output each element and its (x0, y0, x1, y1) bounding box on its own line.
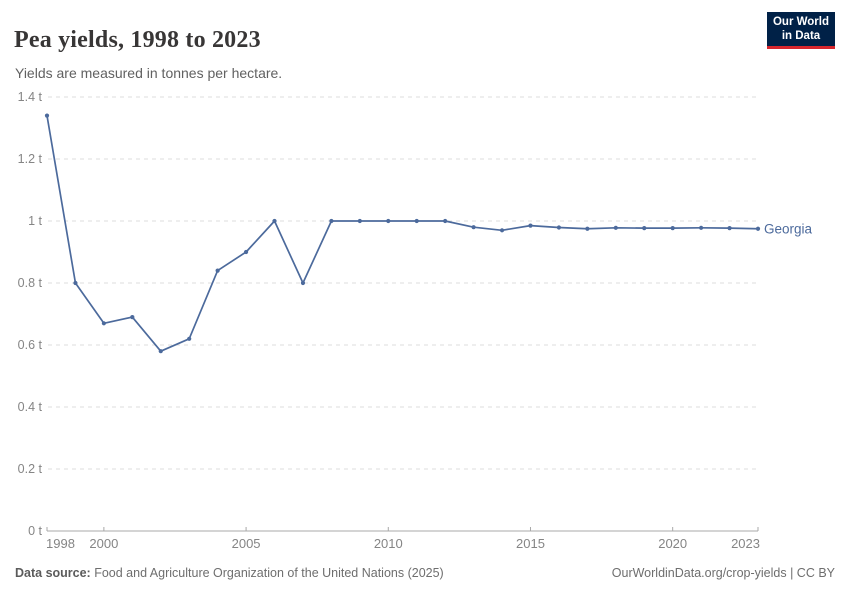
data-point (642, 226, 647, 231)
chart-footer: Data source: Food and Agriculture Organi… (15, 566, 835, 590)
data-point (499, 228, 505, 233)
x-tick-label: 2010 (374, 536, 403, 551)
data-point (585, 226, 590, 231)
x-tick-label: 2000 (89, 536, 118, 551)
chart-url-link[interactable]: OurWorldinData.org/crop-yields | CC BY (611, 566, 835, 580)
data-point (73, 280, 78, 286)
data-point (272, 218, 277, 224)
y-tick-label: 0 t (28, 524, 42, 538)
data-point (670, 226, 675, 231)
data-point (101, 321, 106, 326)
data-point (414, 218, 419, 224)
x-tick-label: 2015 (516, 536, 545, 551)
y-tick-label: 1.2 t (18, 152, 43, 166)
data-point (727, 226, 732, 231)
data-point (44, 113, 50, 118)
owid-logo[interactable]: Our World in Data (767, 12, 835, 49)
data-point (556, 225, 562, 230)
data-line (46, 114, 759, 353)
y-tick-label: 1 t (28, 214, 42, 228)
data-point (443, 218, 448, 224)
data-point (755, 226, 761, 231)
data-point (243, 249, 249, 255)
data-point (471, 225, 476, 230)
data-point (130, 315, 135, 320)
series-label: Georgia (764, 221, 813, 236)
data-point (187, 336, 192, 341)
x-tick-label: 2005 (232, 536, 261, 551)
data-point (386, 218, 391, 224)
owid-logo-line1: Our World (772, 15, 829, 28)
data-point (158, 349, 163, 354)
y-tick-label: 0.6 t (18, 338, 43, 352)
data-point (215, 268, 220, 273)
data-point (300, 280, 306, 286)
data-source-label: Data source: (15, 566, 91, 580)
data-point (357, 218, 362, 224)
data-point (528, 223, 533, 228)
chart-subtitle: Yields are measured in tonnes per hectar… (15, 65, 283, 81)
data-point (613, 225, 618, 230)
owid-logo-line2: in Data (781, 30, 821, 42)
data-point (699, 225, 704, 230)
x-tick-label: 2023 (731, 536, 760, 551)
y-tick-label: 0.8 t (18, 276, 43, 290)
y-tick-label: 1.4 t (18, 90, 43, 104)
x-tick-label: 2020 (658, 536, 687, 551)
x-tick-label: 1998 (46, 536, 75, 551)
data-source-text: Food and Agriculture Organization of the… (90, 566, 444, 580)
chart-title: Pea yields, 1998 to 2023 (14, 27, 261, 54)
data-point (329, 218, 334, 224)
y-tick-label: 0.2 t (18, 462, 43, 476)
data-source: Data source: Food and Agriculture Organi… (15, 566, 444, 580)
y-tick-label: 0.4 t (18, 400, 43, 414)
